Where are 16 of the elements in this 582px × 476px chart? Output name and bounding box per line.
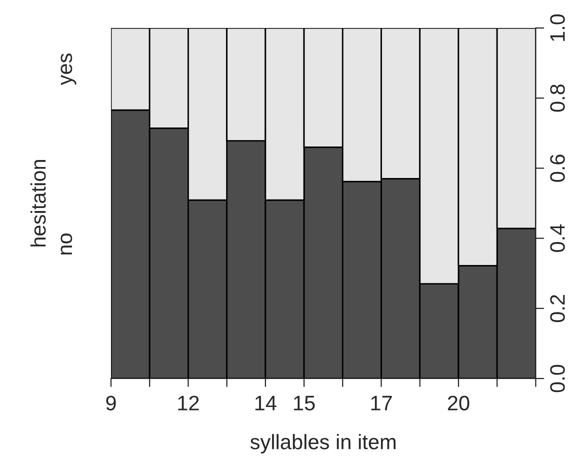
text: yes	[60, 54, 76, 86]
y-tick-label: 0.0	[550, 364, 565, 392]
y-tick-label: 0.2	[550, 294, 565, 322]
x-tick-label: 15	[294, 396, 315, 410]
y-tick-label: 1.0	[550, 14, 565, 41]
y-tick-label: 0.4	[550, 224, 565, 252]
x-tick-label: 12	[178, 396, 199, 410]
x-axis-title: syllables in item	[250, 434, 396, 454]
x-tick-label: 14	[255, 396, 276, 410]
x-tick-label: 17	[371, 396, 392, 410]
x-tick-label: 9	[106, 396, 116, 410]
y-tick-label: 0.8	[550, 84, 565, 112]
y-axis-title: hesitation	[30, 160, 46, 246]
y-tick-label: 0.6	[550, 154, 565, 182]
x-tick-label: 20	[448, 396, 470, 410]
text: no	[60, 234, 72, 254]
